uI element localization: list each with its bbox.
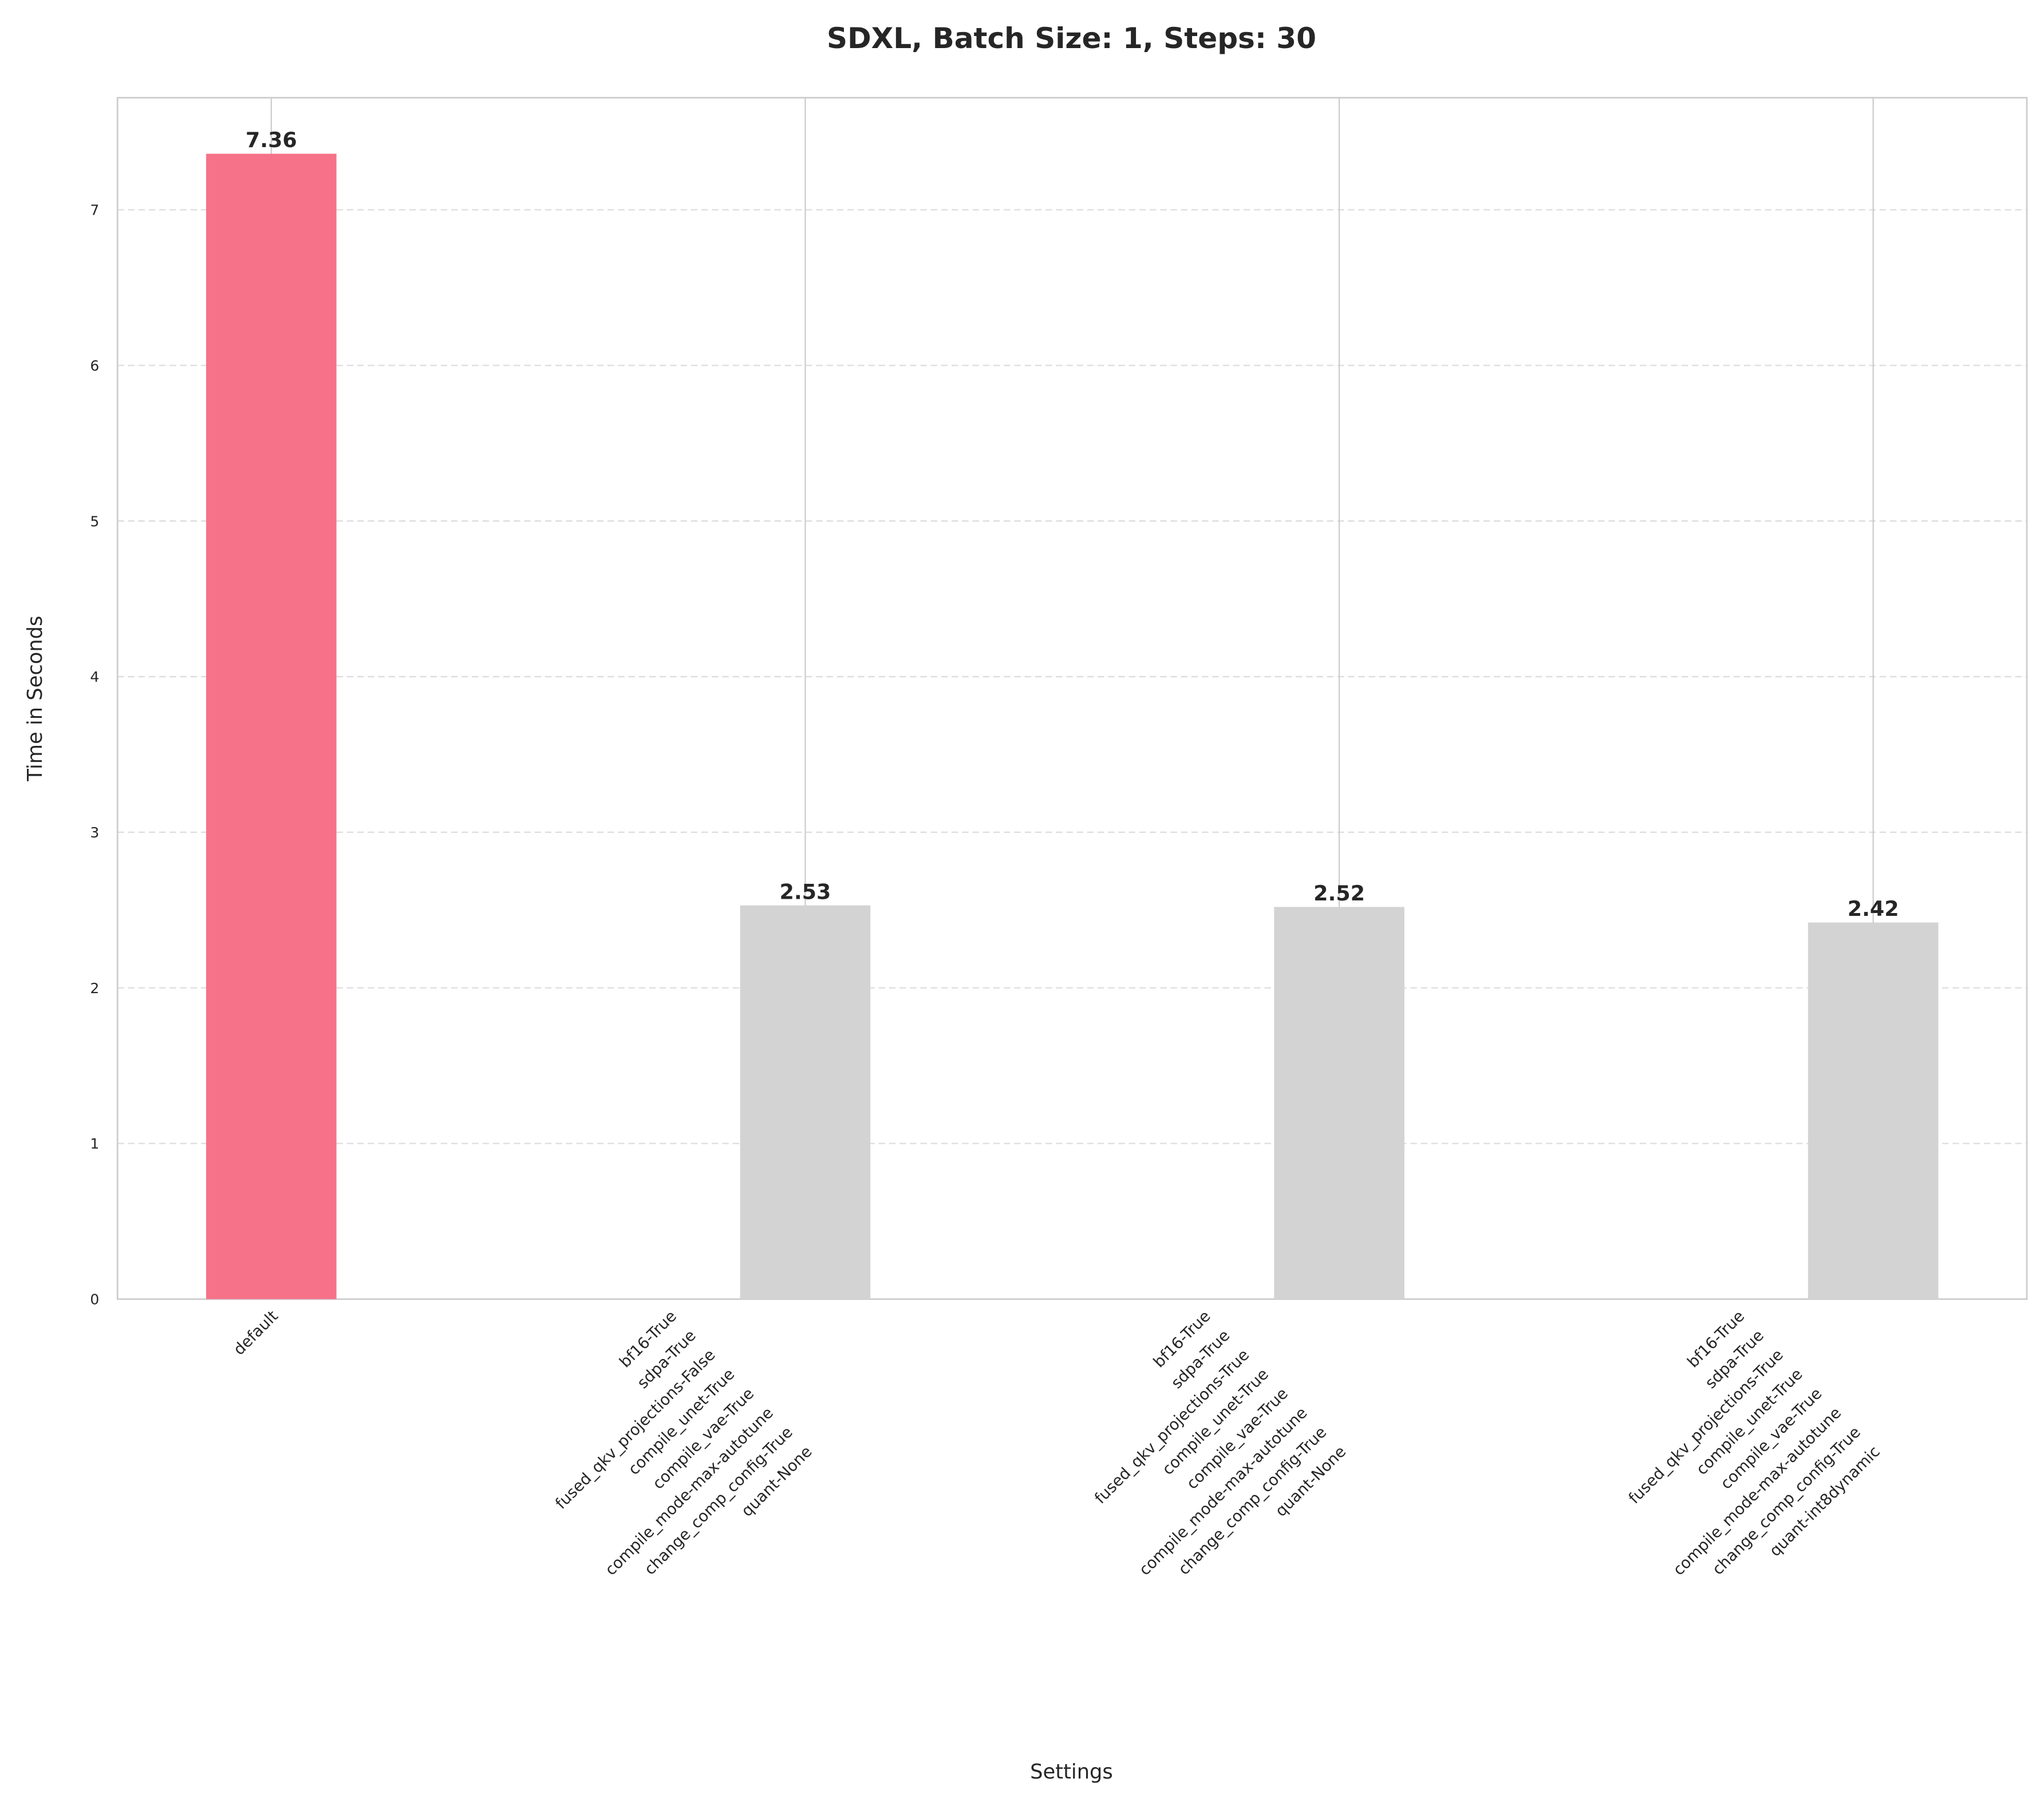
x-axis-label: Settings [1030,1760,1113,1784]
y-tick-label: 4 [90,669,99,685]
bar-value-label: 2.52 [1313,881,1365,906]
y-tick-label: 0 [90,1291,99,1308]
y-tick-label: 7 [90,202,99,219]
bar-value-label: 2.53 [780,879,831,904]
x-tick-label: bf16-Truesdpa-Truefused_qkv_projections-… [1039,1307,1349,1618]
bar [1808,922,1939,1299]
y-tick-label: 6 [90,357,99,374]
chart-title: SDXL, Batch Size: 1, Steps: 30 [827,22,1316,55]
gridlines [117,97,2027,1299]
x-tick-label: default [230,1307,282,1359]
x-tick-label-line: default [230,1307,282,1359]
y-tick-label: 1 [90,1136,99,1152]
bar-value-label: 7.36 [246,128,297,152]
y-axis-ticks: 0 1 2 3 4 5 6 7 [90,202,99,1308]
y-tick-label: 2 [90,980,99,997]
bar-value-label: 2.42 [1848,896,1899,921]
y-axis-label: Time in Seconds [23,616,47,782]
plot-frame [116,97,2028,1300]
bar [206,153,337,1299]
bar [1274,907,1404,1299]
y-tick-label: 3 [90,824,99,841]
x-axis-ticks: default bf16-Truesdpa-Truefused_qkv_proje… [230,1307,1884,1618]
bar [740,905,871,1299]
x-tick-label: bf16-Truesdpa-Truefused_qkv_projections-… [1573,1307,1883,1618]
y-tick-label: 5 [90,513,99,529]
x-tick-label: bf16-Truesdpa-Truefused_qkv_projections-… [505,1307,815,1618]
bars: 7.36 2.53 2.52 2.42 [206,128,1939,1299]
